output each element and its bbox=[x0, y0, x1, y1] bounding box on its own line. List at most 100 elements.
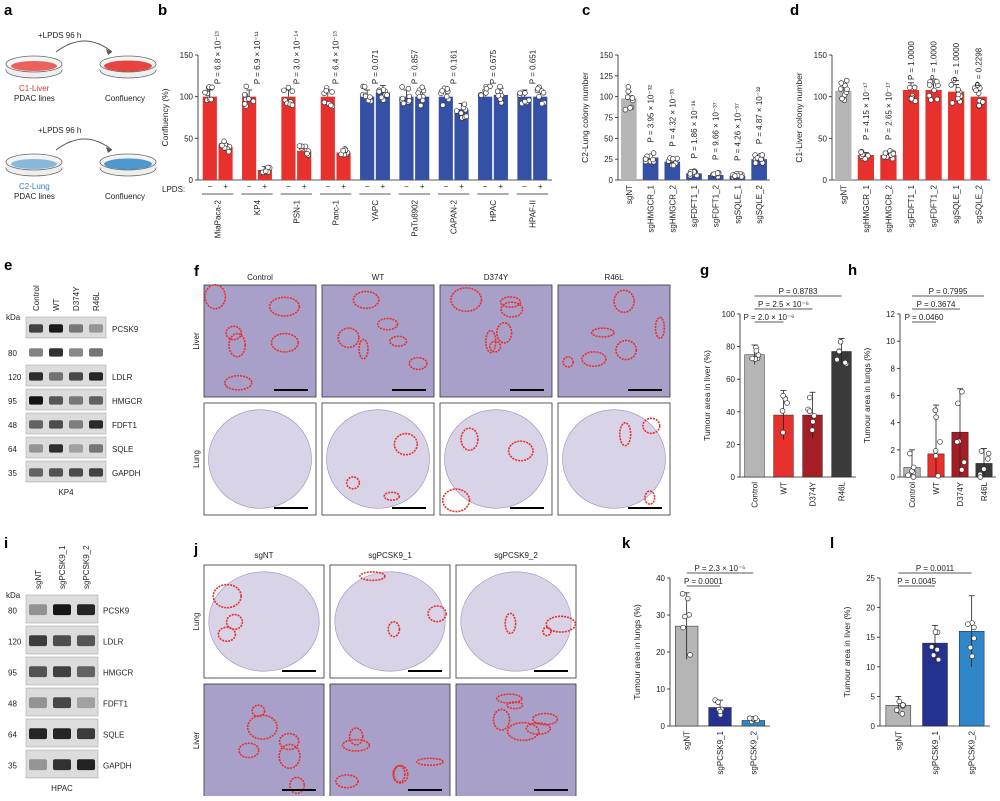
data-point bbox=[749, 355, 755, 362]
dish-confluent-red-icon bbox=[99, 55, 157, 79]
data-point bbox=[862, 156, 868, 162]
data-point bbox=[971, 635, 977, 642]
data-point bbox=[752, 160, 759, 166]
data-point bbox=[978, 448, 985, 454]
y-tick-label: 10 bbox=[866, 663, 875, 672]
data-point bbox=[955, 95, 961, 102]
data-point bbox=[971, 624, 977, 631]
y-tick-label: 80 bbox=[726, 343, 735, 352]
data-point bbox=[461, 101, 468, 107]
tumour-outline bbox=[460, 427, 479, 452]
data-point bbox=[687, 652, 693, 658]
blot-band bbox=[49, 420, 63, 429]
tumour-outline bbox=[383, 491, 401, 501]
data-point bbox=[980, 99, 986, 105]
x-category-label: D374Y bbox=[809, 481, 818, 506]
y-tick-label: 100 bbox=[814, 93, 828, 102]
data-point bbox=[682, 613, 688, 620]
p-value-label: P = 1.86 × 10⁻³⁶ bbox=[690, 100, 699, 158]
p-value-label: P = 3.0 × 10⁻¹⁴ bbox=[292, 30, 301, 84]
y-tick-label: 8 bbox=[891, 364, 896, 373]
arrowhead-bottom-icon bbox=[106, 147, 112, 153]
histology-section bbox=[455, 683, 577, 798]
y-tick-label: 100 bbox=[180, 93, 194, 102]
data-point bbox=[910, 464, 917, 471]
data-point bbox=[625, 88, 632, 95]
y-tick-label: 25 bbox=[866, 574, 875, 583]
data-point bbox=[226, 148, 232, 155]
data-point bbox=[463, 113, 470, 120]
x-category-label: CAPAN-2 bbox=[450, 199, 459, 234]
bar bbox=[925, 90, 942, 180]
y-tick-label: 150 bbox=[600, 51, 614, 60]
bracket-p-label: P = 0.0460 bbox=[905, 313, 944, 322]
data-point bbox=[974, 82, 981, 88]
p-value-label: P = 4.87 × 10⁻³² bbox=[755, 86, 764, 144]
histology-j: j sgNT sgPCSK9_1 sgPCSK9_2 Lung Liver bbox=[192, 541, 577, 798]
lane-label: WT bbox=[52, 298, 61, 311]
bar-minus bbox=[478, 96, 493, 180]
data-point bbox=[955, 86, 961, 93]
data-point bbox=[680, 624, 686, 631]
histology-f: f Control WT D374Y R46L Liver Lung bbox=[192, 263, 671, 516]
lung-tissue bbox=[208, 409, 312, 509]
data-point bbox=[933, 414, 939, 420]
y-tick-label: 100 bbox=[600, 93, 614, 102]
mw-label: 35 bbox=[8, 762, 17, 771]
data-point bbox=[685, 595, 691, 602]
lane-label: R46L bbox=[92, 291, 101, 311]
lpds-plus-label: + bbox=[499, 182, 504, 191]
tumour-outline bbox=[270, 332, 300, 353]
data-point bbox=[837, 86, 844, 92]
data-point bbox=[629, 95, 636, 101]
bracket-p-label: P = 2.5 × 10⁻⁶ bbox=[758, 300, 809, 309]
data-point bbox=[323, 87, 329, 94]
tumour-outline bbox=[545, 615, 577, 633]
tumour-outline bbox=[542, 626, 552, 637]
tumour-outline bbox=[359, 571, 386, 582]
data-point bbox=[243, 83, 250, 90]
data-point bbox=[910, 474, 917, 480]
tumour-outline bbox=[613, 289, 635, 314]
x-category-label: KP4 bbox=[253, 199, 262, 215]
tumour-outline bbox=[492, 708, 511, 731]
bar bbox=[744, 354, 765, 478]
tumour-outline bbox=[278, 732, 300, 751]
data-point bbox=[540, 90, 547, 96]
arrowhead-top-icon bbox=[106, 49, 112, 55]
x-category-label: WT bbox=[932, 482, 941, 495]
mw-label: 48 bbox=[8, 700, 17, 709]
lpds-minus-label: − bbox=[286, 182, 291, 191]
tumour-outline bbox=[348, 727, 364, 746]
x-category-label: sgSQLE_2 bbox=[975, 184, 984, 223]
protein-label: HMGCR bbox=[103, 669, 133, 678]
p-value-label: P = 0.857 bbox=[410, 49, 419, 84]
tumour-outline bbox=[251, 704, 266, 718]
data-point bbox=[959, 467, 965, 473]
data-point bbox=[985, 450, 992, 457]
y-tick-label: 15 bbox=[866, 633, 875, 642]
protein-label: FDFT1 bbox=[103, 700, 128, 709]
blot-band bbox=[29, 666, 47, 678]
panel-letter-h: h bbox=[848, 262, 857, 279]
data-point bbox=[928, 644, 935, 650]
mw-label: 64 bbox=[8, 445, 17, 454]
lpds-plus-label: + bbox=[459, 182, 464, 191]
x-category-label: WT bbox=[780, 482, 789, 495]
y-tick-label: 50 bbox=[818, 134, 827, 143]
x-category-label: MiaPaca-2 bbox=[214, 199, 223, 238]
tumour-outline bbox=[416, 757, 444, 767]
blot-membrane bbox=[25, 364, 107, 387]
tumour-outline bbox=[224, 374, 253, 391]
x-category-label: YAPC bbox=[371, 200, 380, 221]
mw-label: 35 bbox=[8, 469, 17, 478]
bar bbox=[664, 161, 681, 180]
y-tick-label: 75 bbox=[604, 114, 613, 123]
blot-band bbox=[29, 348, 43, 357]
blot-band bbox=[49, 444, 63, 453]
column-label: sgNT bbox=[254, 551, 273, 560]
blot-band bbox=[29, 635, 47, 647]
blot-band bbox=[53, 604, 71, 616]
y-tick-label: 20 bbox=[656, 648, 665, 657]
